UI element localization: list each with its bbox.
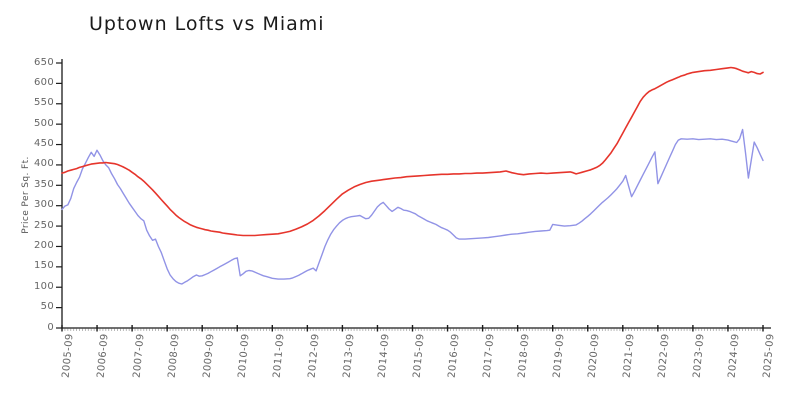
y-tick-label: 400 — [34, 158, 54, 170]
chart-title: Uptown Lofts vs Miami — [89, 13, 325, 35]
y-tick-label: 50 — [40, 301, 54, 313]
y-tick-label: 350 — [34, 178, 54, 190]
series-line-miami — [61, 66, 764, 237]
y-tick-label: 0 — [47, 321, 54, 333]
y-tick-label: 150 — [34, 260, 54, 272]
y-tick-label: 550 — [34, 97, 54, 109]
axis-lines — [61, 59, 771, 329]
y-tick-label: 100 — [34, 280, 54, 292]
y-tick-label: 450 — [34, 138, 54, 150]
y-tick-label: 200 — [34, 239, 54, 251]
y-tick-label: 650 — [34, 56, 54, 68]
series-line-uptown-lofts — [61, 128, 764, 285]
y-tick-label: 600 — [34, 76, 54, 88]
y-tick-label: 500 — [34, 117, 54, 129]
y-tick-label: 300 — [34, 199, 54, 211]
y-tick-label: 250 — [34, 219, 54, 231]
